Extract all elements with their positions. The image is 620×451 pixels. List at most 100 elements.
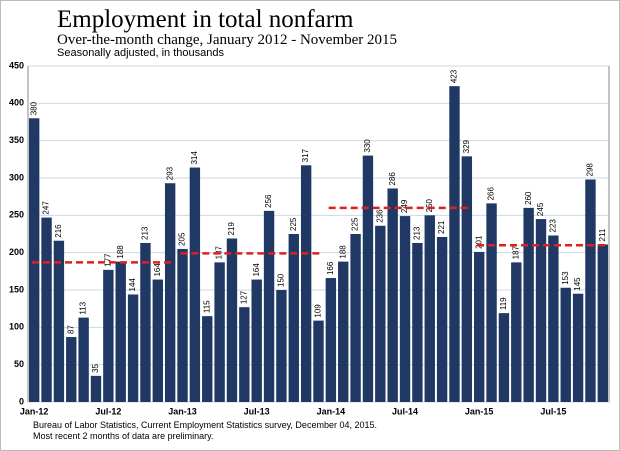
bar: [202, 316, 213, 402]
bar: [585, 179, 596, 402]
value-label: 216: [54, 224, 63, 238]
bar: [375, 225, 386, 402]
value-label: 256: [264, 194, 273, 208]
value-label: 298: [586, 163, 595, 177]
bar: [474, 251, 485, 402]
bar: [263, 210, 275, 402]
value-label: 247: [42, 201, 51, 215]
x-tick-label: Jul-13: [244, 406, 270, 416]
value-label: 266: [487, 186, 496, 200]
value-label: 188: [116, 245, 125, 259]
bar: [152, 279, 163, 402]
value-label: 153: [561, 271, 570, 285]
value-label: 330: [363, 139, 372, 153]
value-label: 380: [29, 101, 38, 115]
bar: [300, 165, 312, 402]
bar: [251, 279, 262, 402]
value-label: 250: [425, 198, 434, 212]
value-label: 187: [511, 245, 520, 259]
bar: [362, 155, 374, 402]
y-tick-label: 100: [9, 322, 24, 332]
y-tick-label: 150: [9, 284, 24, 294]
bar: [226, 238, 238, 402]
bar: [399, 216, 411, 402]
bar: [214, 262, 225, 402]
x-tick-label: Jul-14: [392, 406, 418, 416]
bar: [461, 156, 473, 402]
y-tick-label: 400: [9, 98, 24, 108]
value-label: 177: [103, 253, 112, 267]
value-label: 166: [326, 261, 335, 275]
value-label: 164: [252, 263, 261, 277]
bar: [560, 287, 571, 402]
value-label: 87: [66, 325, 75, 334]
bar: [189, 167, 201, 402]
value-label: 145: [573, 277, 582, 291]
value-label: 245: [536, 202, 545, 216]
bar: [436, 236, 448, 402]
value-label: 113: [79, 301, 88, 314]
value-label: 219: [227, 222, 236, 236]
value-label: 119: [499, 297, 508, 310]
value-label: 249: [400, 199, 409, 213]
bar: [103, 269, 114, 402]
bar: [41, 217, 52, 402]
bar: [338, 261, 349, 402]
value-label: 317: [301, 148, 310, 162]
value-label: 225: [351, 217, 360, 231]
bar: [53, 240, 65, 402]
bar: [572, 293, 584, 402]
value-label: 225: [289, 217, 298, 231]
y-axis-label: Seasonally adjusted, in thousands: [57, 47, 224, 59]
bar: [313, 320, 324, 402]
value-label: 423: [450, 69, 459, 83]
y-tick-label: 250: [9, 210, 24, 220]
value-label: 201: [474, 235, 483, 249]
bar: [288, 234, 299, 402]
x-tick-label: Jul-12: [95, 406, 121, 416]
x-tick-label: Jan-13: [168, 406, 197, 416]
y-tick-label: 200: [9, 247, 24, 257]
value-label: 109: [314, 304, 323, 318]
bar: [449, 86, 460, 402]
footnote: Bureau of Labor Statistics, Current Empl…: [33, 420, 377, 430]
bar: [239, 307, 250, 402]
value-label: 213: [141, 226, 150, 240]
bar: [535, 219, 547, 402]
bar: [511, 262, 522, 402]
x-tick-label: Jul-15: [540, 406, 566, 416]
value-label: 188: [338, 245, 347, 259]
bar: [127, 294, 139, 402]
value-label: 144: [128, 278, 137, 292]
value-label: 314: [190, 151, 199, 165]
bar: [140, 242, 151, 402]
bar: [548, 235, 559, 402]
bar: [177, 248, 188, 402]
bar: [424, 215, 435, 402]
y-tick-label: 450: [9, 60, 24, 70]
value-label: 293: [165, 166, 174, 180]
value-label: 211: [598, 228, 607, 241]
bar: [350, 234, 361, 402]
bar: [412, 242, 423, 402]
value-label: 35: [91, 363, 100, 372]
bar: [78, 317, 89, 402]
bar: [28, 118, 40, 403]
bar: [597, 244, 609, 402]
bar: [90, 375, 102, 402]
x-tick-label: Jan-14: [317, 406, 346, 416]
y-tick-label: 50: [14, 359, 24, 369]
value-label: 286: [388, 172, 397, 186]
value-label: 115: [202, 300, 211, 313]
chart-title: Employment in total nonfarm: [57, 6, 354, 33]
bar: [325, 278, 337, 402]
value-label: 150: [277, 273, 286, 287]
bar: [276, 290, 287, 402]
bar: [164, 183, 176, 402]
value-label: 127: [239, 290, 248, 304]
bar: [66, 337, 77, 402]
y-tick-label: 300: [9, 172, 24, 182]
y-tick-label: 0: [19, 396, 24, 406]
chart-subtitle: Over-the-month change, January 2012 - No…: [57, 32, 397, 48]
